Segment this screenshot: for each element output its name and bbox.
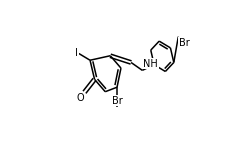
- Text: Br: Br: [179, 38, 190, 48]
- Text: I: I: [75, 48, 78, 59]
- Text: O: O: [76, 93, 84, 103]
- Text: Br: Br: [112, 96, 123, 106]
- Text: NH: NH: [144, 59, 158, 69]
